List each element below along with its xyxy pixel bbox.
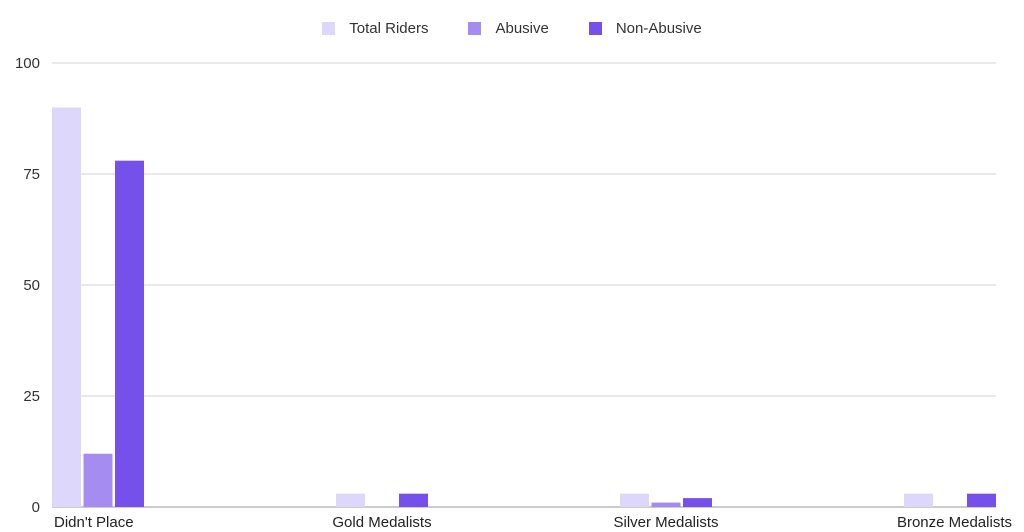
chart-legend: Total Riders Abusive Non-Abusive (0, 16, 1024, 40)
x-category-label: Silver Medalists (613, 514, 718, 531)
x-axis-category-labels: Didn't Place Gold Medalists Silver Medalis… (54, 514, 1012, 531)
legend-swatch-abusive (468, 21, 482, 35)
x-category-label: Bronze Medalists (897, 514, 1012, 531)
legend-label-total-riders: Total Riders (349, 19, 429, 37)
y-tick-label: 0 (32, 499, 40, 516)
x-category-label: Gold Medalists (332, 514, 431, 531)
bar-non-abusive-1 (399, 493, 428, 507)
legend-item-abusive: Abusive (468, 19, 549, 37)
bar-non-abusive-0 (115, 160, 144, 507)
legend-item-non-abusive: Non-Abusive (588, 19, 702, 37)
legend-swatch-total-riders (322, 21, 336, 35)
y-tick-label: 50 (23, 277, 40, 294)
y-tick-label: 25 (23, 388, 40, 405)
bar-abusive-2 (651, 502, 681, 507)
legend-item-total-riders: Total Riders (322, 20, 428, 37)
bar-total-riders-3 (904, 493, 933, 507)
bar-total-riders-2 (620, 493, 649, 507)
gridlines (52, 62, 996, 508)
bar-abusive-0 (83, 453, 113, 507)
y-tick-label: 75 (23, 166, 40, 183)
bar-non-abusive-3 (967, 493, 996, 507)
legend-label-abusive: Abusive (495, 19, 549, 37)
bar-total-riders-0 (52, 107, 81, 508)
legend-swatch-non-abusive (588, 21, 602, 35)
legend-label-non-abusive: Non-Abusive (615, 19, 702, 37)
x-category-label: Didn't Place (54, 514, 134, 531)
y-tick-label: 100 (15, 55, 40, 72)
bars (52, 107, 996, 508)
y-axis-tick-labels: 0 25 50 75 100 (15, 55, 40, 516)
bar-total-riders-1 (336, 493, 365, 507)
bar-non-abusive-2 (683, 498, 712, 507)
